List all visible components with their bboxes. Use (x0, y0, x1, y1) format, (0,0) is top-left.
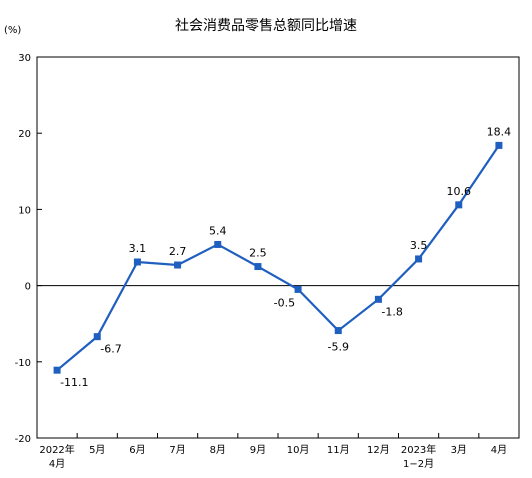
x-tick-label: 5月 (89, 444, 105, 456)
chart-title: 社会消费品零售总额同比增速 (175, 18, 357, 34)
data-label: 2.5 (249, 247, 267, 260)
data-label: -1.8 (381, 305, 402, 318)
data-point (53, 366, 61, 374)
data-point (455, 201, 463, 209)
data-point (495, 141, 503, 149)
data-label: -0.5 (274, 296, 295, 309)
data-point (294, 285, 302, 293)
x-tick-label: 10月 (287, 444, 310, 456)
data-point (133, 258, 141, 266)
y-axis: 30 20 10 0 -10 -20 (15, 53, 42, 445)
y-tick-label: 30 (18, 53, 31, 64)
data-point (374, 295, 382, 303)
data-label: 18.4 (487, 125, 512, 138)
x-tick-label: 7月 (169, 444, 185, 456)
data-point (93, 333, 101, 341)
data-point (334, 327, 342, 335)
x-tick-label: 4月 (491, 444, 507, 456)
x-tick-label-line2: 4月 (49, 458, 65, 470)
plot-frame (36, 56, 520, 439)
x-tick-label-line2: 1−2月 (403, 458, 434, 470)
x-tick-label: 2023年 (401, 443, 436, 456)
x-axis: 2022年 4月 5月 6月 7月 8月 9月 10月 11月 12月 2023年 1−2月 3月 4月 (36, 433, 520, 470)
data-label: 3.5 (410, 239, 428, 252)
y-tick-label: -20 (15, 434, 31, 445)
data-point (174, 261, 182, 269)
data-point (415, 255, 423, 263)
data-label: 2.7 (169, 245, 187, 258)
data-label: 10.6 (447, 185, 472, 198)
x-tick-label: 11月 (327, 444, 350, 456)
y-tick-label: 0 (25, 282, 31, 293)
data-label: 5.4 (209, 224, 227, 237)
x-tick-label: 12月 (367, 444, 390, 456)
y-tick-label: -10 (15, 358, 31, 369)
x-tick-label: 6月 (129, 444, 145, 456)
data-point (254, 263, 262, 271)
y-tick-label: 20 (18, 129, 31, 140)
x-tick-label: 8月 (210, 444, 226, 456)
x-tick-label: 9月 (250, 444, 266, 456)
y-unit-label: (%) (4, 25, 21, 36)
y-tick-label: 10 (18, 205, 31, 216)
data-label: -11.1 (60, 376, 88, 389)
data-label: -5.9 (328, 341, 349, 354)
data-points (53, 141, 503, 374)
x-tick-label: 2022年 (39, 443, 74, 456)
data-label: 3.1 (129, 242, 147, 255)
series-line (56, 144, 500, 372)
data-label: -6.7 (100, 343, 121, 356)
data-point (214, 240, 222, 248)
data-labels: -11.1 -6.7 3.1 2.7 5.4 2.5 -0.5 -5.9 -1.8 3.5 10.6… (60, 125, 511, 389)
x-tick-label: 3月 (451, 444, 467, 456)
